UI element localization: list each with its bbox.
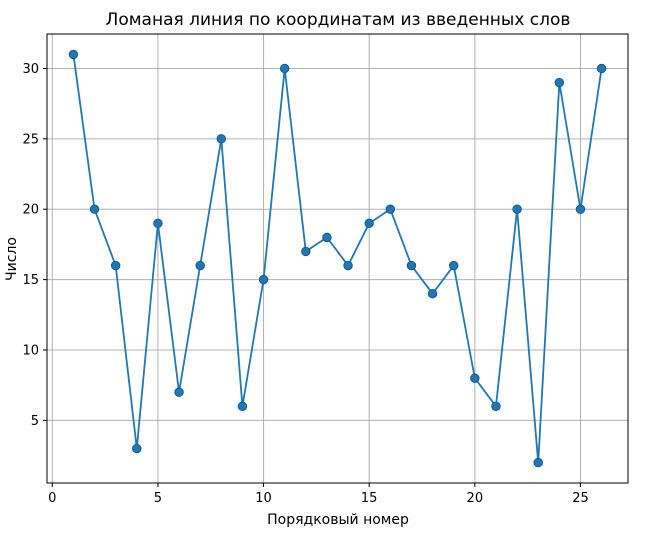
grid [47, 34, 628, 483]
data-point [406, 260, 417, 271]
data-point [470, 373, 480, 383]
y-tick-label: 15 [22, 273, 39, 288]
data-point [322, 232, 332, 243]
data-point [279, 63, 290, 74]
x-tick-label: 5 [154, 491, 162, 506]
y-tick-label: 5 [31, 414, 39, 429]
data-point [153, 218, 163, 229]
chart-title: Ломаная линия по координатам из введенны… [106, 10, 571, 30]
y-tick-label: 30 [22, 62, 39, 77]
data-point [89, 204, 100, 214]
ticks: 0 5 10 15 20 25 5 10 15 20 25 30 [22, 62, 588, 506]
y-tick-label: 20 [22, 203, 39, 218]
y-axis-label: Число [4, 237, 20, 281]
series-layer [68, 49, 607, 468]
data-point [449, 260, 459, 271]
data-point [301, 246, 311, 257]
data-point [596, 63, 607, 74]
y-tick-label: 10 [22, 343, 39, 358]
data-point [110, 260, 121, 271]
data-point [237, 401, 248, 411]
data-point [258, 274, 269, 285]
x-axis-label: Порядковый номер [267, 512, 409, 528]
data-point [132, 443, 142, 454]
data-point [174, 387, 184, 397]
data-point [554, 77, 565, 88]
plot-frame [46, 33, 629, 484]
x-tick-label: 25 [572, 491, 589, 506]
x-tick-label: 0 [48, 491, 56, 506]
data-point [491, 401, 501, 411]
data-point [68, 49, 79, 60]
x-tick-label: 10 [255, 491, 272, 506]
data-point [512, 204, 522, 214]
series-line [72, 54, 603, 464]
data-point [385, 204, 396, 214]
y-tick-label: 25 [22, 132, 39, 147]
data-point [364, 218, 374, 229]
x-tick-label: 20 [467, 491, 484, 506]
data-point [195, 260, 205, 271]
data-point [343, 260, 353, 271]
data-point [533, 457, 543, 468]
data-point [216, 134, 227, 144]
data-point [575, 204, 586, 214]
x-tick-label: 15 [361, 491, 378, 506]
data-point [427, 288, 438, 299]
